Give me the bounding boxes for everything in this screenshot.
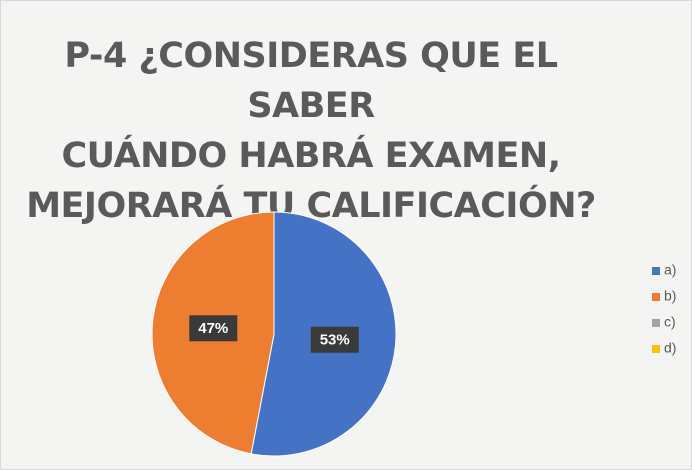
- legend-swatch: [652, 267, 660, 275]
- legend-swatch: [652, 319, 660, 327]
- label-box: [189, 315, 238, 342]
- legend-label: d): [664, 340, 676, 356]
- data-label: 53%: [320, 332, 350, 349]
- legend-swatch: [652, 293, 660, 301]
- legend-label: c): [664, 314, 676, 330]
- legend-label: a): [664, 262, 676, 278]
- data-label: 47%: [198, 320, 228, 337]
- chart-title: P-4 ¿CONSIDERAS QUE EL SABER CUÁNDO HABR…: [26, 36, 596, 226]
- label-box: [310, 326, 359, 353]
- legend-label: b): [664, 288, 676, 304]
- legend-swatch: [652, 345, 660, 353]
